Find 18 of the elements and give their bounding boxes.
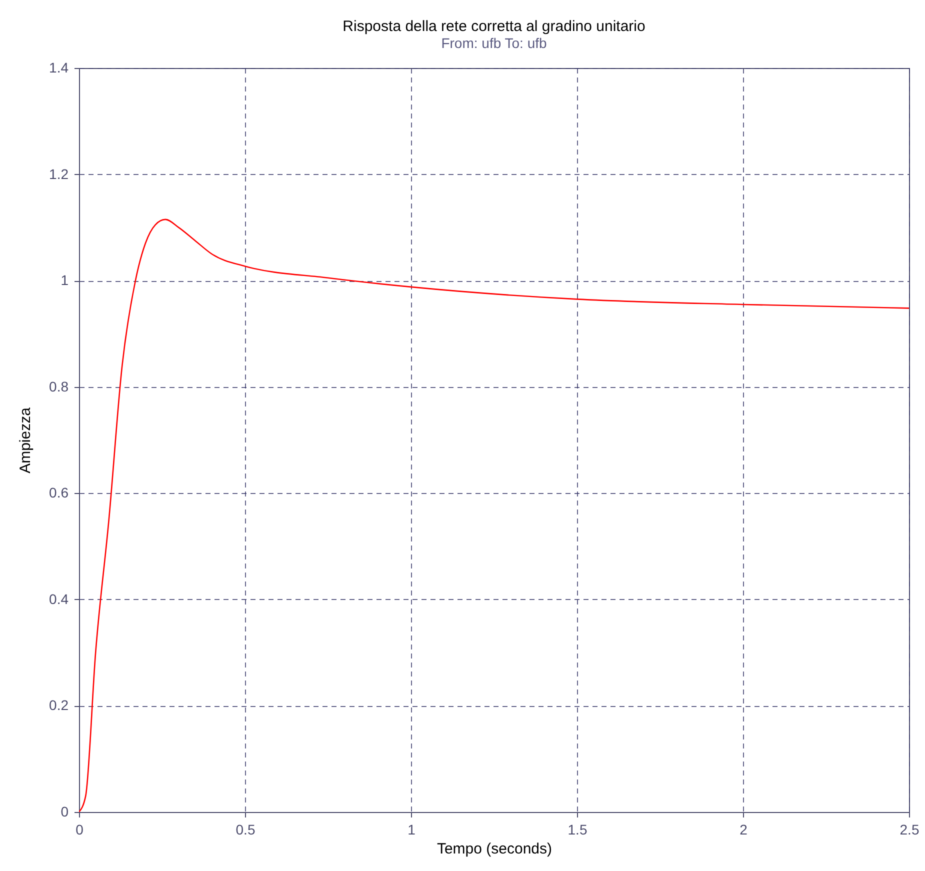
x-tick-label: 1 — [408, 822, 416, 838]
x-axis-title: Tempo (seconds) — [436, 840, 552, 858]
y-tick-label: 0.4 — [49, 590, 69, 607]
y-axis-title: Ampiezza — [17, 406, 34, 474]
y-tick-label: 1.4 — [49, 60, 69, 76]
chart-title: Risposta della rete corretta al gradino unitario — [342, 18, 646, 35]
y-tick-label: 0 — [60, 804, 69, 820]
y-tick-label: 0.8 — [49, 378, 69, 394]
y-tick-label: 1 — [60, 272, 69, 288]
x-tick-label: 1.5 — [568, 822, 588, 838]
y-tick-label: 1.2 — [49, 166, 69, 182]
chart-subtitle: From: ufb To: ufb — [441, 35, 547, 51]
x-tick-label: 0 — [76, 822, 84, 838]
y-tick-label: 0.2 — [49, 697, 69, 714]
x-tick-label: 2.5 — [900, 822, 920, 838]
x-tick-label: 0.5 — [236, 822, 256, 838]
y-tick-label: 0.6 — [49, 484, 69, 501]
x-tick-label: 2 — [740, 822, 748, 838]
